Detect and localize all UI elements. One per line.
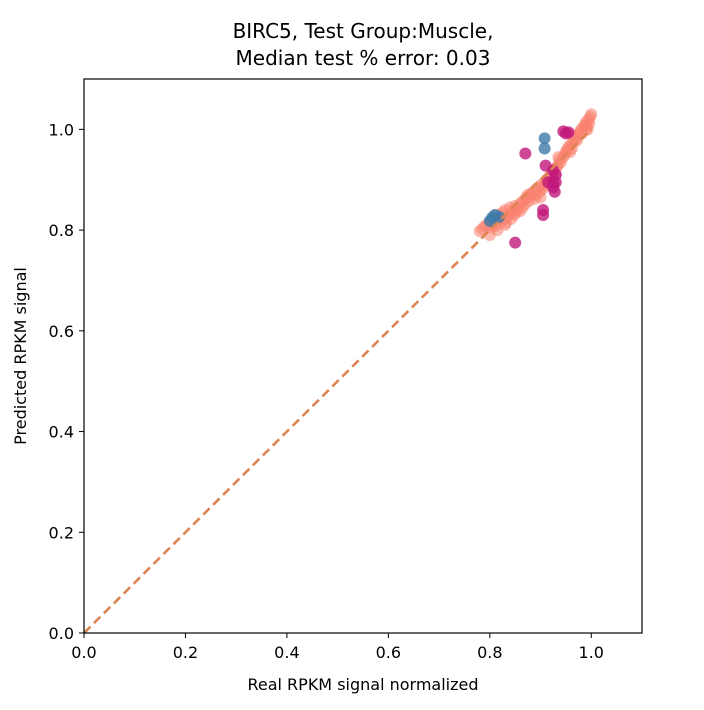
y-axis: 0.0 0.2 0.4 0.6 0.8 1.0 xyxy=(49,120,84,643)
data-point xyxy=(492,210,505,223)
x-tick-label: 1.0 xyxy=(579,643,604,662)
data-point xyxy=(537,208,550,221)
y-tick-label: 0.6 xyxy=(49,322,74,341)
axes-frame xyxy=(83,78,643,634)
data-point xyxy=(552,151,565,164)
x-tick-label: 0.2 xyxy=(173,643,198,662)
plot-area xyxy=(83,108,598,634)
y-tick-label: 0.8 xyxy=(49,221,74,240)
data-point xyxy=(519,147,532,160)
y-tick-label: 1.0 xyxy=(49,120,74,139)
chart-title-line-1: BIRC5, Test Group:Muscle, xyxy=(233,19,494,43)
data-point xyxy=(538,132,551,145)
data-point xyxy=(548,185,561,198)
x-axis: 0.0 0.2 0.4 0.6 0.8 1.0 xyxy=(71,633,604,662)
y-tick-label: 0.2 xyxy=(49,523,74,542)
x-axis-title: Real RPKM signal normalized xyxy=(247,675,478,694)
x-tick-label: 0.0 xyxy=(71,643,96,662)
chart-title-line-2: Median test % error: 0.03 xyxy=(236,46,491,70)
reference-line xyxy=(83,128,593,634)
y-tick-label: 0.4 xyxy=(49,423,74,442)
y-axis-title: Predicted RPKM signal xyxy=(11,267,30,445)
x-tick-label: 0.4 xyxy=(274,643,299,662)
data-point xyxy=(509,236,522,249)
data-point xyxy=(580,123,593,136)
x-tick-label: 0.8 xyxy=(477,643,502,662)
data-point xyxy=(562,126,575,139)
series-2 xyxy=(509,125,575,249)
data-point xyxy=(538,142,551,155)
data-point xyxy=(585,108,598,121)
series-3 xyxy=(483,132,551,228)
y-tick-label: 0.0 xyxy=(49,624,74,643)
x-tick-label: 0.6 xyxy=(376,643,401,662)
